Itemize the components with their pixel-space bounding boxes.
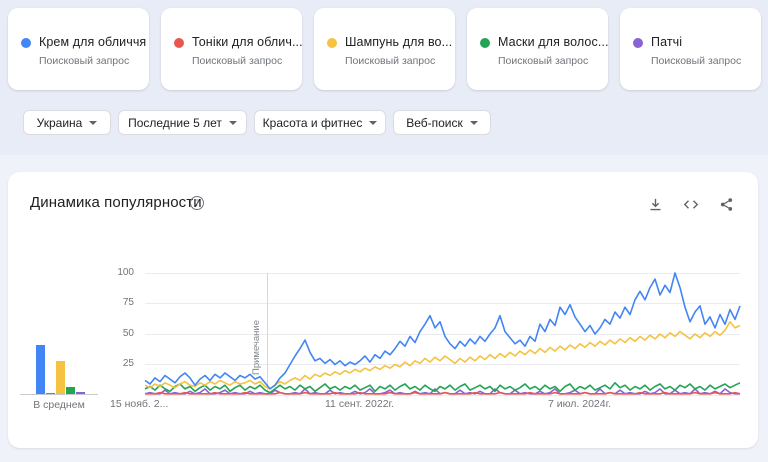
term-title: Тоніки для облич... bbox=[192, 35, 303, 49]
filter-category-dropdown[interactable]: Красота и фитнес bbox=[254, 110, 386, 135]
filter-time-label: Последние 5 лет bbox=[128, 115, 222, 130]
filter-search-type-label: Веб-поиск bbox=[406, 115, 463, 130]
average-bar-4 bbox=[76, 391, 85, 394]
chevron-down-icon bbox=[228, 120, 237, 125]
note-marker-line[interactable] bbox=[267, 273, 268, 395]
gridline-25 bbox=[145, 364, 740, 365]
average-bar-1 bbox=[46, 392, 55, 394]
gridline-100 bbox=[145, 273, 740, 274]
term-type-label: Поисковый запрос bbox=[651, 55, 742, 67]
chart-title: Динамика популярности bbox=[30, 194, 202, 211]
term-title: Маски для волос... bbox=[498, 35, 609, 49]
chevron-down-icon bbox=[89, 120, 98, 125]
series-color-dot bbox=[327, 38, 337, 48]
term-card-shampun[interactable]: Шампунь для во... Поисковый запрос bbox=[314, 8, 455, 90]
term-card-patchi[interactable]: Патчі Поисковый запрос bbox=[620, 8, 761, 90]
trend-line-1 bbox=[145, 391, 741, 395]
trend-line-2 bbox=[144, 320, 741, 390]
interest-over-time-card bbox=[8, 172, 758, 448]
trend-line-3 bbox=[144, 382, 741, 394]
gridline-50 bbox=[145, 334, 740, 335]
term-title: Патчі bbox=[651, 35, 683, 49]
average-label: В среднем bbox=[33, 399, 85, 411]
filter-geo-dropdown[interactable]: Украина bbox=[23, 110, 111, 135]
average-bar-3 bbox=[66, 386, 75, 394]
chevron-down-icon bbox=[469, 120, 478, 125]
download-icon[interactable] bbox=[646, 195, 664, 213]
x-tick-middle: 11 сент. 2022г. bbox=[325, 398, 395, 410]
filter-geo-label: Украина bbox=[36, 115, 83, 130]
embed-icon[interactable] bbox=[682, 195, 700, 213]
y-tick-50: 50 bbox=[122, 328, 134, 339]
average-bars-chart[interactable] bbox=[36, 344, 92, 394]
term-card-krem[interactable]: Крем для обличчя Поисковый запрос bbox=[8, 8, 149, 90]
chevron-down-icon bbox=[369, 120, 378, 125]
term-title: Шампунь для во... bbox=[345, 35, 453, 49]
x-tick-right: 7 июл. 2024г. bbox=[548, 398, 612, 410]
y-tick-75: 75 bbox=[122, 297, 134, 308]
series-color-dot bbox=[480, 38, 490, 48]
term-type-label: Поисковый запрос bbox=[498, 55, 589, 67]
gridline-0 bbox=[145, 395, 740, 396]
x-tick-start: 15 нояб. 2... bbox=[110, 398, 169, 410]
series-color-dot bbox=[633, 38, 643, 48]
help-icon[interactable]: ? bbox=[190, 196, 204, 210]
trend-line-0 bbox=[144, 272, 741, 390]
filter-search-type-dropdown[interactable]: Веб-поиск bbox=[393, 110, 491, 135]
share-icon[interactable] bbox=[717, 195, 735, 213]
term-card-toniki[interactable]: Тоніки для облич... Поисковый запрос bbox=[161, 8, 303, 90]
average-bar-0 bbox=[36, 345, 45, 394]
series-color-dot bbox=[21, 38, 31, 48]
series-color-dot bbox=[174, 38, 184, 48]
average-baseline bbox=[20, 394, 98, 395]
term-type-label: Поисковый запрос bbox=[39, 55, 130, 67]
term-title: Крем для обличчя bbox=[39, 35, 147, 49]
term-type-label: Поисковый запрос bbox=[345, 55, 436, 67]
filter-category-label: Красота и фитнес bbox=[262, 115, 363, 130]
average-bar-2 bbox=[56, 361, 65, 394]
y-tick-25: 25 bbox=[122, 358, 134, 369]
term-card-maski[interactable]: Маски для волос... Поисковый запрос bbox=[467, 8, 608, 90]
filter-time-dropdown[interactable]: Последние 5 лет bbox=[118, 110, 247, 135]
y-tick-100: 100 bbox=[117, 267, 134, 278]
gridline-75 bbox=[145, 303, 740, 304]
trend-lines-chart[interactable] bbox=[144, 272, 741, 395]
term-type-label: Поисковый запрос bbox=[192, 55, 283, 67]
